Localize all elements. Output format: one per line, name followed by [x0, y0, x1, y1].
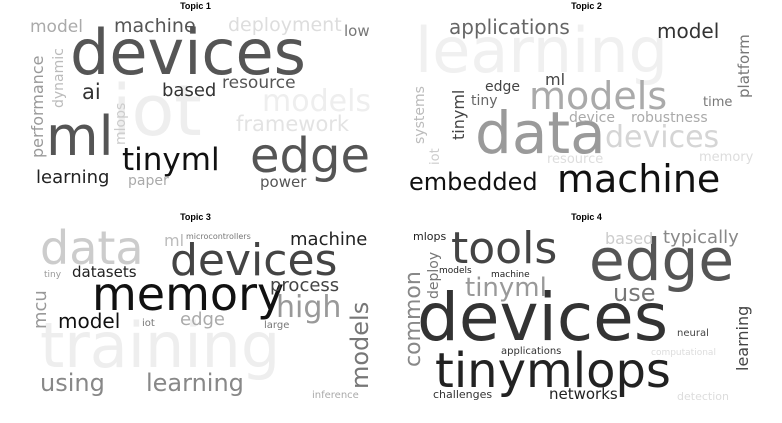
word-cloud: training data memory devices ml microcon…	[0, 211, 391, 422]
word: model	[58, 309, 121, 333]
word: embedded	[409, 168, 538, 196]
word: ml	[46, 105, 114, 168]
word-cloud: learning data models devices machine emb…	[391, 0, 782, 211]
word: iot	[428, 148, 443, 165]
word: machine	[114, 15, 196, 37]
word: process	[270, 275, 340, 296]
word: edge	[589, 226, 734, 294]
word: platform	[735, 34, 753, 98]
word: performance	[28, 55, 47, 158]
word: datasets	[72, 263, 137, 281]
topic-3-panel: Topic 3 training data memory devices ml …	[0, 211, 391, 422]
word: ai	[82, 80, 101, 104]
word: based	[162, 80, 217, 101]
word: common	[401, 271, 426, 367]
word: memory	[699, 150, 754, 165]
topic-4-panel: Topic 4 devices edge tools tinymlops tin…	[391, 211, 782, 422]
word: use	[613, 279, 656, 307]
word: computational	[651, 348, 716, 358]
word: tinyml	[465, 273, 547, 303]
word: paper	[128, 173, 169, 189]
word: networks	[549, 385, 618, 403]
word: devices	[605, 120, 720, 155]
word: ml	[164, 231, 185, 250]
word: tools	[451, 223, 558, 274]
word: ml	[545, 70, 566, 89]
word: using	[40, 369, 105, 397]
word: learning	[733, 305, 752, 371]
word: machine	[557, 157, 721, 201]
topic-1-panel: Topic 1 iot devices ml edge tinyml model…	[0, 0, 391, 211]
word: machine	[290, 229, 368, 250]
word: edge	[485, 79, 520, 95]
word: learning	[146, 369, 244, 397]
word: mlops	[113, 102, 129, 145]
word: model	[30, 17, 83, 37]
word: high	[276, 290, 342, 325]
word: mlops	[413, 230, 447, 243]
word: memory	[92, 267, 285, 321]
word-cloud: iot devices ml edge tinyml models framew…	[0, 0, 391, 211]
word: models	[439, 266, 472, 276]
word: tinyml	[449, 89, 468, 140]
word: microcontrollers	[186, 232, 251, 241]
word: applications	[501, 346, 562, 357]
word: tiny	[44, 270, 62, 280]
word: models	[529, 74, 668, 118]
panel-title: Topic 2	[571, 1, 602, 11]
word: neural	[677, 328, 709, 339]
word: resource	[547, 152, 604, 167]
word: data	[475, 99, 606, 167]
word: robustness	[631, 110, 708, 126]
word: dynamic	[51, 48, 67, 108]
word: framework	[236, 112, 350, 136]
word: mcu	[30, 290, 51, 329]
word: learning	[36, 167, 110, 188]
word: based	[605, 229, 654, 248]
panel-title: Topic 4	[571, 212, 602, 222]
word: systems	[412, 86, 428, 144]
word: tinyml	[122, 142, 220, 178]
word: resource	[222, 73, 296, 93]
word: large	[264, 320, 290, 331]
word: time	[703, 95, 733, 110]
word: models	[346, 301, 374, 389]
word: iot	[142, 318, 155, 329]
word: power	[260, 173, 307, 191]
word: applications	[449, 15, 570, 39]
word: deployment	[228, 14, 342, 36]
word: model	[657, 19, 720, 43]
word: data	[40, 221, 144, 275]
word-cloud: devices edge tools tinymlops tinyml use …	[391, 211, 782, 422]
word: tinymlops	[435, 343, 671, 399]
word: typically	[663, 227, 739, 248]
topic-2-panel: Topic 2 learning data models devices mac…	[391, 0, 782, 211]
word: devices	[70, 16, 306, 89]
word: edge	[250, 128, 370, 184]
word: inference	[312, 390, 359, 401]
word: devices	[417, 279, 669, 356]
word: learning	[415, 14, 668, 87]
panel-title: Topic 1	[180, 1, 211, 11]
word: iot	[112, 70, 202, 152]
word: challenges	[433, 388, 493, 401]
word: detection	[677, 390, 729, 403]
word: edge	[180, 309, 225, 330]
word: low	[344, 22, 370, 40]
word: machine	[491, 270, 530, 280]
word: training	[40, 309, 281, 382]
word: device	[569, 110, 615, 126]
word: tiny	[471, 93, 498, 109]
word: models	[262, 84, 372, 119]
panel-title: Topic 3	[180, 212, 211, 222]
word: devices	[170, 235, 338, 286]
